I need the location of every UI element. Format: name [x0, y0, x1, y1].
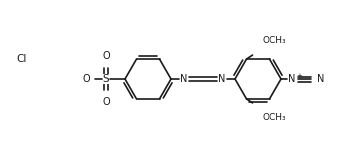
Text: N: N	[288, 74, 296, 84]
Text: N: N	[218, 74, 226, 84]
Text: OCH₃: OCH₃	[262, 36, 286, 45]
Text: N: N	[317, 74, 324, 84]
Text: O: O	[102, 51, 110, 61]
Text: Cl: Cl	[17, 54, 27, 64]
Text: +: +	[297, 72, 302, 78]
Text: O: O	[102, 97, 110, 107]
Text: N: N	[180, 74, 188, 84]
Text: S: S	[103, 74, 109, 84]
Text: OCH₃: OCH₃	[262, 113, 286, 122]
Text: O: O	[82, 74, 90, 84]
